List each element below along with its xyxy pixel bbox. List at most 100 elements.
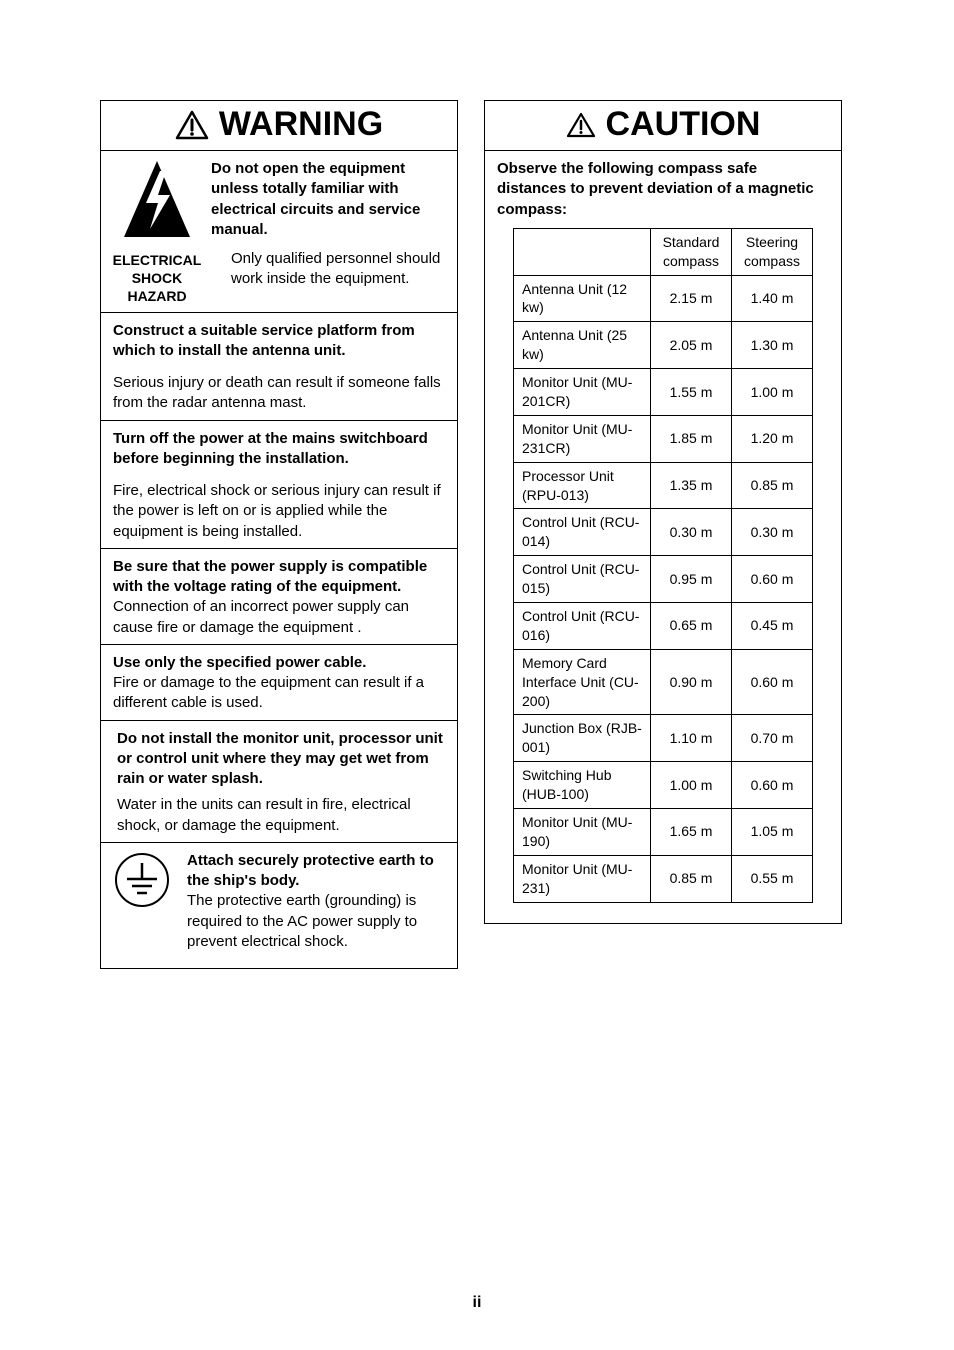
table-row: Switching Hub (HUB-100)1.00 m0.60 m	[514, 762, 813, 809]
compass-row-std: 1.65 m	[651, 809, 732, 856]
compass-row-steer: 1.40 m	[732, 275, 813, 322]
caution-content: Observe the following compass safe dista…	[485, 151, 841, 913]
compass-row-steer: 0.60 m	[732, 556, 813, 603]
compass-row-label: Processor Unit (RPU-013)	[514, 462, 651, 509]
warning-section-3: Turn off the power at the mains switchbo…	[101, 421, 457, 549]
table-row: Control Unit (RCU-014)0.30 m0.30 m	[514, 509, 813, 556]
compass-row-std: 0.65 m	[651, 603, 732, 650]
compass-table: Standard compass Steering compass Antenn…	[513, 228, 813, 903]
warning-sec5-body: Fire or damage to the equipment can resu…	[113, 673, 445, 714]
compass-row-std: 0.30 m	[651, 509, 732, 556]
caution-intro: Observe the following compass safe dista…	[497, 160, 814, 218]
warning-sec5-bold: Use only the specified power cable.	[113, 654, 366, 671]
compass-row-label: Control Unit (RCU-016)	[514, 603, 651, 650]
two-column-layout: WARNING	[100, 100, 874, 969]
compass-row-steer: 0.60 m	[732, 649, 813, 715]
compass-row-std: 0.95 m	[651, 556, 732, 603]
compass-row-std: 1.35 m	[651, 462, 732, 509]
compass-row-std: 2.15 m	[651, 275, 732, 322]
warning-sec6-bold: Do not install the monitor unit, process…	[117, 730, 443, 788]
table-row: Antenna Unit (25 kw)2.05 m1.30 m	[514, 322, 813, 369]
caution-box: CAUTION Observe the following compass sa…	[484, 100, 842, 924]
caution-title-bar: CAUTION	[485, 101, 841, 151]
warning-sec1-bold-text: Do not open the equipment unless totally…	[211, 160, 420, 238]
compass-row-std: 0.90 m	[651, 649, 732, 715]
warning-sec1-body: Only qualified personnel should work ins…	[211, 245, 445, 306]
hazard-l1: ELECTRICAL	[113, 252, 202, 268]
compass-row-label: Control Unit (RCU-015)	[514, 556, 651, 603]
compass-row-label: Memory Card Interface Unit (CU-200)	[514, 649, 651, 715]
compass-row-label: Control Unit (RCU-014)	[514, 509, 651, 556]
compass-row-steer: 1.00 m	[732, 369, 813, 416]
compass-row-label: Monitor Unit (MU-231)	[514, 855, 651, 902]
shock-hazard-label: ELECTRICAL SHOCK HAZARD	[113, 245, 202, 306]
table-row: Processor Unit (RPU-013)1.35 m0.85 m	[514, 462, 813, 509]
electric-shock-icon	[120, 159, 194, 241]
warning-title-bar: WARNING	[101, 101, 457, 151]
caution-triangle-icon	[566, 112, 596, 138]
warning-section-4: Be sure that the power supply is compati…	[101, 549, 457, 645]
table-row: Monitor Unit (MU-231)0.85 m0.55 m	[514, 855, 813, 902]
table-row: Antenna Unit (12 kw)2.15 m1.40 m	[514, 275, 813, 322]
warning-title-text: WARNING	[219, 105, 383, 144]
page-number: ii	[0, 1294, 954, 1312]
warning-section-5: Use only the specified power cable. Fire…	[101, 645, 457, 721]
warning-box: WARNING	[100, 100, 458, 969]
warning-sec1-bold: Do not open the equipment unless totally…	[211, 159, 445, 241]
table-row: Monitor Unit (MU-201CR)1.55 m1.00 m	[514, 369, 813, 416]
compass-header-std: Standard compass	[651, 228, 732, 275]
compass-row-std: 1.85 m	[651, 415, 732, 462]
compass-row-label: Antenna Unit (12 kw)	[514, 275, 651, 322]
shock-hazard-block	[113, 159, 201, 241]
warning-section-2: Construct a suitable service platform fr…	[101, 313, 457, 421]
compass-row-std: 0.85 m	[651, 855, 732, 902]
page: WARNING	[0, 0, 954, 1350]
warning-sec3-bold: Turn off the power at the mains switchbo…	[113, 430, 428, 467]
warning-sec3-body: Fire, electrical shock or serious injury…	[113, 481, 445, 542]
compass-row-label: Switching Hub (HUB-100)	[514, 762, 651, 809]
table-row: Control Unit (RCU-016)0.65 m0.45 m	[514, 603, 813, 650]
compass-row-label: Antenna Unit (25 kw)	[514, 322, 651, 369]
warning-triangle-icon	[175, 110, 209, 140]
warning-sec2-bold: Construct a suitable service platform fr…	[113, 322, 415, 359]
table-row: Monitor Unit (MU-231CR)1.85 m1.20 m	[514, 415, 813, 462]
warning-sec4-body: Connection of an incorrect power supply …	[113, 597, 445, 638]
compass-row-label: Monitor Unit (MU-190)	[514, 809, 651, 856]
compass-row-std: 2.05 m	[651, 322, 732, 369]
compass-row-label: Junction Box (RJB-001)	[514, 715, 651, 762]
compass-row-steer: 1.05 m	[732, 809, 813, 856]
warning-section-7: Attach securely protective earth to the …	[101, 843, 457, 958]
compass-row-label: Monitor Unit (MU-201CR)	[514, 369, 651, 416]
compass-header-steer: Steering compass	[732, 228, 813, 275]
hazard-l3: HAZARD	[127, 288, 186, 304]
warning-sec4-bold: Be sure that the power supply is compati…	[113, 558, 427, 595]
compass-row-std: 1.00 m	[651, 762, 732, 809]
table-row: Memory Card Interface Unit (CU-200)0.90 …	[514, 649, 813, 715]
warning-sec7-bold: Attach securely protective earth to the …	[187, 852, 434, 889]
warning-section-1: Do not open the equipment unless totally…	[101, 151, 457, 313]
caution-title-text: CAUTION	[606, 105, 761, 144]
right-column: CAUTION Observe the following compass sa…	[484, 100, 842, 969]
compass-row-steer: 0.70 m	[732, 715, 813, 762]
compass-row-steer: 0.45 m	[732, 603, 813, 650]
compass-row-steer: 0.60 m	[732, 762, 813, 809]
compass-row-std: 1.10 m	[651, 715, 732, 762]
warning-sec6-body: Water in the units can result in fire, e…	[117, 795, 445, 836]
compass-row-label: Monitor Unit (MU-231CR)	[514, 415, 651, 462]
compass-row-steer: 0.85 m	[732, 462, 813, 509]
left-column: WARNING	[100, 100, 458, 969]
compass-header-blank	[514, 228, 651, 275]
compass-row-steer: 1.20 m	[732, 415, 813, 462]
compass-row-steer: 0.30 m	[732, 509, 813, 556]
compass-row-std: 1.55 m	[651, 369, 732, 416]
warning-section-6: Do not install the monitor unit, process…	[101, 721, 457, 843]
warning-sec7-body: The protective earth (grounding) is requ…	[187, 891, 445, 952]
compass-row-steer: 1.30 m	[732, 322, 813, 369]
table-row: Monitor Unit (MU-190)1.65 m1.05 m	[514, 809, 813, 856]
table-row: Control Unit (RCU-015)0.95 m0.60 m	[514, 556, 813, 603]
ground-icon	[113, 851, 177, 909]
hazard-l2: SHOCK	[132, 270, 183, 286]
warning-sec2-body: Serious injury or death can result if so…	[113, 373, 445, 414]
compass-row-steer: 0.55 m	[732, 855, 813, 902]
table-row: Junction Box (RJB-001)1.10 m0.70 m	[514, 715, 813, 762]
